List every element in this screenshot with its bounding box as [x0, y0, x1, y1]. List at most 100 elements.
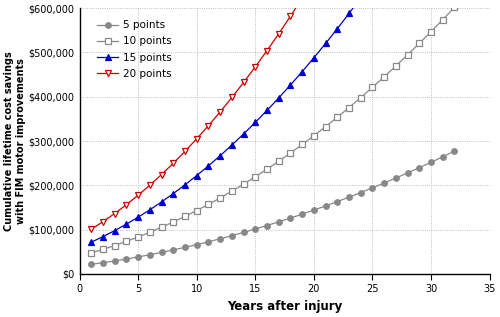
5 points — [381, 181, 387, 185]
Line: 15 points: 15 points — [88, 0, 458, 245]
15 points — [147, 208, 153, 212]
5 points — [428, 160, 434, 164]
5 points — [252, 227, 258, 231]
Line: 5 points: 5 points — [88, 148, 458, 267]
20 points — [252, 65, 258, 69]
10 points — [217, 196, 223, 200]
20 points — [264, 49, 270, 53]
5 points — [311, 208, 317, 212]
20 points — [112, 212, 117, 216]
20 points — [124, 203, 130, 207]
10 points — [147, 230, 153, 234]
10 points — [404, 53, 410, 57]
10 points — [100, 248, 106, 251]
20 points — [158, 173, 164, 177]
10 points — [416, 42, 422, 45]
10 points — [206, 203, 212, 206]
Legend: 5 points, 10 points, 15 points, 20 points: 5 points, 10 points, 15 points, 20 point… — [93, 16, 176, 83]
20 points — [229, 96, 235, 100]
10 points — [264, 167, 270, 171]
10 points — [112, 244, 117, 248]
10 points — [288, 151, 294, 155]
10 points — [311, 134, 317, 138]
5 points — [147, 253, 153, 257]
5 points — [393, 176, 399, 180]
10 points — [240, 182, 246, 186]
20 points — [276, 32, 281, 36]
15 points — [299, 70, 305, 74]
20 points — [135, 193, 141, 197]
10 points — [381, 75, 387, 79]
10 points — [170, 220, 176, 224]
10 points — [299, 143, 305, 146]
5 points — [288, 216, 294, 220]
15 points — [240, 132, 246, 136]
15 points — [158, 200, 164, 204]
Line: 10 points: 10 points — [88, 4, 458, 256]
20 points — [88, 227, 94, 231]
5 points — [88, 262, 94, 266]
5 points — [346, 195, 352, 199]
5 points — [404, 171, 410, 175]
5 points — [452, 149, 458, 153]
10 points — [194, 209, 200, 212]
10 points — [88, 251, 94, 255]
10 points — [276, 159, 281, 163]
5 points — [217, 237, 223, 241]
5 points — [334, 200, 340, 204]
10 points — [124, 240, 130, 243]
10 points — [358, 96, 364, 100]
20 points — [100, 220, 106, 223]
10 points — [158, 225, 164, 229]
15 points — [182, 183, 188, 187]
5 points — [240, 230, 246, 234]
10 points — [440, 18, 446, 22]
15 points — [276, 96, 281, 100]
10 points — [322, 125, 328, 128]
15 points — [334, 27, 340, 30]
5 points — [194, 243, 200, 247]
5 points — [124, 257, 130, 261]
5 points — [299, 212, 305, 216]
5 points — [135, 255, 141, 259]
15 points — [100, 235, 106, 238]
20 points — [206, 124, 212, 127]
15 points — [288, 83, 294, 87]
15 points — [217, 154, 223, 158]
15 points — [88, 240, 94, 244]
10 points — [393, 64, 399, 68]
5 points — [182, 245, 188, 249]
10 points — [370, 85, 376, 89]
15 points — [206, 164, 212, 168]
X-axis label: Years after injury: Years after injury — [227, 300, 342, 313]
10 points — [334, 115, 340, 119]
5 points — [276, 220, 281, 224]
20 points — [240, 81, 246, 84]
10 points — [452, 5, 458, 9]
20 points — [194, 137, 200, 141]
10 points — [252, 175, 258, 179]
15 points — [252, 120, 258, 124]
20 points — [147, 183, 153, 187]
15 points — [124, 222, 130, 226]
5 points — [370, 186, 376, 190]
5 points — [229, 234, 235, 237]
20 points — [182, 149, 188, 153]
5 points — [112, 259, 117, 263]
Y-axis label: Cumulative lifetime cost savings
with FIM motor improvements: Cumulative lifetime cost savings with FI… — [4, 51, 26, 231]
15 points — [229, 143, 235, 147]
15 points — [170, 192, 176, 196]
15 points — [322, 42, 328, 45]
20 points — [288, 14, 294, 18]
10 points — [182, 215, 188, 218]
15 points — [311, 56, 317, 60]
5 points — [100, 261, 106, 265]
5 points — [264, 223, 270, 227]
5 points — [440, 155, 446, 158]
20 points — [217, 110, 223, 114]
15 points — [112, 229, 117, 232]
15 points — [135, 215, 141, 219]
5 points — [206, 240, 212, 244]
10 points — [346, 106, 352, 109]
5 points — [322, 204, 328, 208]
